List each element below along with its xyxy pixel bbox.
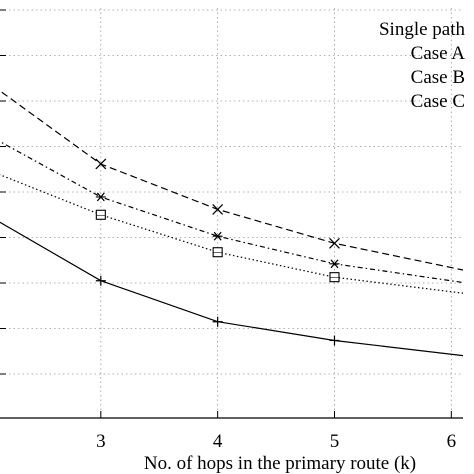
- series-group: [0, 90, 463, 357]
- x-tick-labels: 3 4 5 6: [96, 431, 456, 452]
- x-axis-title: No. of hops in the primary route (k): [144, 453, 416, 474]
- series-case-c: [0, 174, 463, 294]
- series-single-path: [0, 221, 463, 357]
- axes: [0, 9, 463, 419]
- x-tick-label: 3: [96, 431, 106, 452]
- data-point-marker: [95, 192, 106, 202]
- legend-entry-label: Case A: [411, 43, 466, 64]
- data-point-marker: [212, 204, 224, 215]
- data-point-marker: [95, 209, 106, 220]
- data-point-marker: [329, 237, 340, 249]
- legend-entry-label: Case B: [411, 67, 465, 88]
- x-tick-label: 4: [213, 431, 223, 452]
- x-tick-label: 6: [447, 431, 457, 452]
- series-case-a: [0, 90, 463, 271]
- data-point-marker: [329, 259, 340, 269]
- data-point-marker: [212, 247, 223, 258]
- data-point-marker: [212, 316, 223, 327]
- data-point-marker: [329, 335, 340, 346]
- series-line: [0, 140, 463, 284]
- legend: Single path Case A Case B Case C: [379, 19, 466, 112]
- series-case-b: [0, 140, 463, 284]
- data-point-marker: [329, 272, 340, 283]
- data-point-marker: [95, 158, 107, 170]
- data-point-marker: [212, 231, 223, 241]
- legend-entry-label: Case C: [411, 91, 465, 112]
- data-point-marker: [95, 275, 106, 286]
- x-tick-label: 5: [330, 431, 340, 452]
- legend-entry-label: Single path: [379, 19, 466, 40]
